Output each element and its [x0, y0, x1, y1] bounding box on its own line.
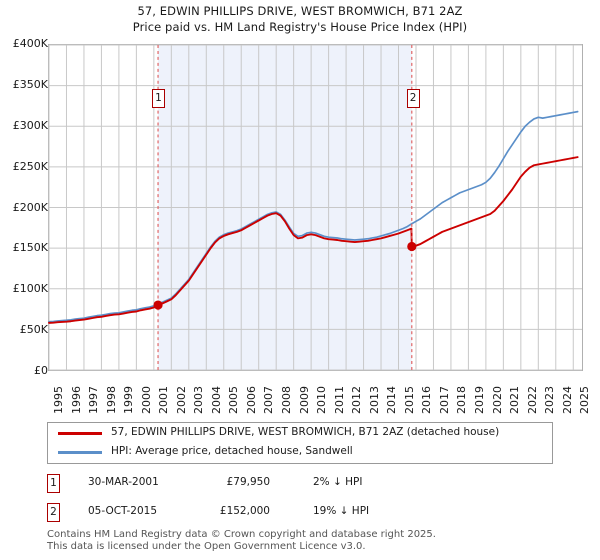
transaction-date: 05-OCT-2015 [88, 505, 157, 517]
x-axis-tick-label: 2025 [578, 386, 592, 414]
legend-label-price-paid: 57, EDWIN PHILLIPS DRIVE, WEST BROMWICH,… [111, 426, 500, 438]
x-axis-tick-label: 2002 [174, 386, 188, 414]
x-axis-tick-label: 2009 [297, 386, 311, 414]
transaction-price: £79,950 [226, 476, 270, 488]
x-axis-tick-label: 2003 [192, 386, 206, 414]
attribution-footer: Contains HM Land Registry data © Crown c… [47, 529, 587, 553]
series-line-hpi [48, 110, 579, 323]
page-title: 57, EDWIN PHILLIPS DRIVE, WEST BROMWICH,… [0, 3, 600, 35]
chart-legend: 57, EDWIN PHILLIPS DRIVE, WEST BROMWICH,… [47, 422, 553, 464]
transaction-hpi-delta: 2% ↓ HPI [313, 476, 363, 488]
x-axis-tick-label: 2013 [367, 386, 381, 414]
x-axis-tick-label: 2020 [490, 386, 504, 414]
transaction-marker-badge: 2 [47, 503, 60, 522]
x-axis-tick-label: 2004 [209, 386, 223, 414]
x-axis-tick-label: 2022 [525, 386, 539, 414]
sale-point-marker[interactable] [407, 241, 417, 252]
legend-item-hpi: HPI: Average price, detached house, Sand… [48, 442, 552, 463]
x-axis-tick-label: 2024 [560, 386, 574, 414]
chart-gridlines [48, 44, 582, 371]
x-axis-labels: 1995 1996 1997 1998 1999 2000 2001 2002 2003 2004… [0, 374, 600, 420]
x-axis-tick-label: 2001 [157, 386, 171, 414]
x-axis-tick-label: 1999 [122, 386, 136, 414]
x-axis-tick-label: 2015 [402, 386, 416, 414]
legend-item-price-paid: 57, EDWIN PHILLIPS DRIVE, WEST BROMWICH,… [48, 423, 552, 444]
x-axis-tick-label: 2010 [315, 386, 329, 414]
x-axis-tick-label: 2007 [262, 386, 276, 414]
chart-series-layer [48, 45, 579, 370]
x-axis-tick-label: 2012 [350, 386, 364, 414]
x-axis-tick-label: 2018 [455, 386, 469, 414]
sale-point-marker[interactable] [153, 300, 163, 310]
legend-label-hpi: HPI: Average price, detached house, Sand… [111, 445, 353, 457]
x-axis-tick-label: 1996 [69, 386, 83, 414]
x-axis-tick-label: 2005 [227, 386, 241, 414]
transaction-date: 30-MAR-2001 [88, 476, 159, 488]
transaction-marker-badge: 1 [47, 474, 60, 493]
title-line-1: 57, EDWIN PHILLIPS DRIVE, WEST BROMWICH,… [137, 4, 463, 18]
x-axis-tick-label: 2016 [420, 386, 434, 414]
transaction-row: 1 30-MAR-2001 £79,950 2% ↓ HPI [0, 474, 600, 496]
footer-line-2: This data is licensed under the Open Gov… [47, 541, 366, 552]
chart-callout-badge[interactable]: 1 [151, 89, 165, 108]
x-axis-tick-label: 2014 [385, 386, 399, 414]
transaction-price: £152,000 [219, 505, 270, 517]
legend-swatch-hpi [58, 451, 102, 454]
x-axis-tick-label: 1997 [87, 386, 101, 414]
x-axis-tick-label: 2011 [332, 386, 346, 414]
x-axis-tick-label: 2019 [472, 386, 486, 414]
footer-line-1: Contains HM Land Registry data © Crown c… [47, 529, 436, 540]
x-axis-tick-label: 2006 [244, 386, 258, 414]
transaction-hpi-delta: 19% ↓ HPI [313, 505, 370, 517]
x-axis-tick-label: 2021 [508, 386, 522, 414]
x-axis-tick-label: 1995 [52, 386, 65, 414]
x-axis-tick-label: 2023 [543, 386, 557, 414]
x-axis-tick-label: 2017 [437, 386, 451, 414]
series-line-price-paid [48, 156, 579, 324]
x-axis-tick-label: 2008 [280, 386, 294, 414]
chart-callout-badge[interactable]: 2 [406, 89, 420, 108]
title-line-2: Price paid vs. HM Land Registry's House … [132, 20, 468, 34]
transaction-row: 2 05-OCT-2015 £152,000 19% ↓ HPI [0, 503, 600, 525]
x-axis-tick-label: 2000 [139, 386, 153, 414]
legend-swatch-price-paid [58, 432, 102, 435]
x-axis-tick-label: 1998 [104, 386, 118, 414]
